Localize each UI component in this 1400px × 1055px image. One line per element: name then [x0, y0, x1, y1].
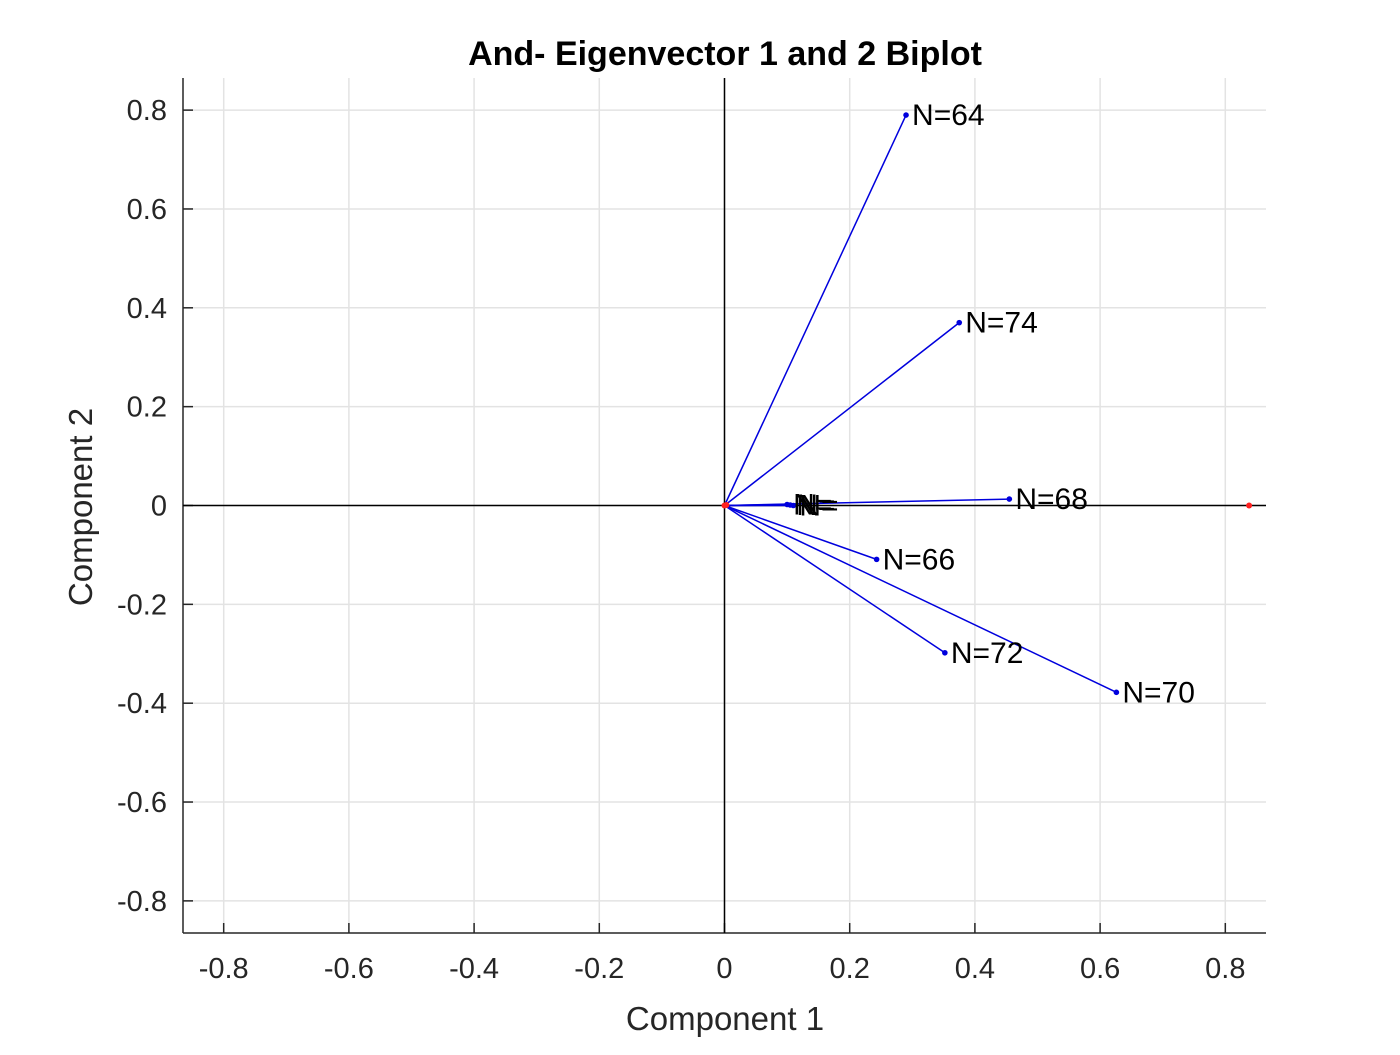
vector-label: N=: [799, 490, 838, 523]
vector-label: N=66: [883, 543, 956, 576]
vector-endpoint: [903, 112, 909, 118]
vector-label: N=70: [1122, 676, 1195, 709]
y-tick-label: 0.4: [127, 293, 167, 325]
vector-label: N=72: [951, 637, 1024, 670]
vector-line: [725, 323, 960, 506]
vector-endpoint: [1114, 690, 1120, 696]
x-tick-label: -0.8: [199, 953, 249, 985]
vector-line: [725, 506, 945, 653]
vector-line: [725, 115, 907, 505]
y-tick-label: -0.4: [117, 688, 167, 720]
y-tick-label: -0.8: [117, 886, 167, 918]
axes: -0.8 -0.6 -0.4 -0.2 0 0.2 0.4 0.6 0.8 -0.8 -0.6 -0.…: [117, 78, 1266, 985]
x-tick-label: 0.4: [955, 953, 995, 985]
y-tick-label: 0: [151, 491, 167, 523]
vector-endpoint: [1007, 496, 1013, 502]
y-tick-label: -0.6: [117, 787, 167, 819]
vector-label: N=64: [912, 99, 985, 132]
y-tick-label: 0.2: [127, 392, 167, 424]
observation-point: [1246, 503, 1252, 509]
chart-title: And- Eigenvector 1 and 2 Biplot: [468, 35, 982, 73]
x-tick-label: -0.6: [324, 953, 374, 985]
vector-label: N=74: [965, 307, 1038, 340]
y-tick-label: 0.8: [127, 95, 167, 127]
x-tick-label: -0.2: [574, 953, 624, 985]
y-tick-label: -0.2: [117, 589, 167, 621]
vector-line: [725, 506, 1117, 693]
vector-label: N=68: [1015, 483, 1088, 516]
x-tick-label: 0.2: [830, 953, 870, 985]
x-tick-label: -0.4: [449, 953, 499, 985]
y-tick-label: 0.6: [127, 194, 167, 226]
vector-endpoint: [942, 650, 948, 656]
x-axis-label: Component 1: [626, 1000, 824, 1037]
observation-point: [723, 502, 729, 508]
vector-endpoint: [956, 320, 962, 326]
loading-vectors: [725, 112, 1120, 695]
vector-endpoint: [874, 557, 880, 563]
x-tick-label: 0: [716, 953, 732, 985]
x-tick-label: 0.8: [1205, 953, 1245, 985]
y-axis-label: Component 2: [62, 408, 99, 606]
x-tick-label: 0.6: [1080, 953, 1120, 985]
